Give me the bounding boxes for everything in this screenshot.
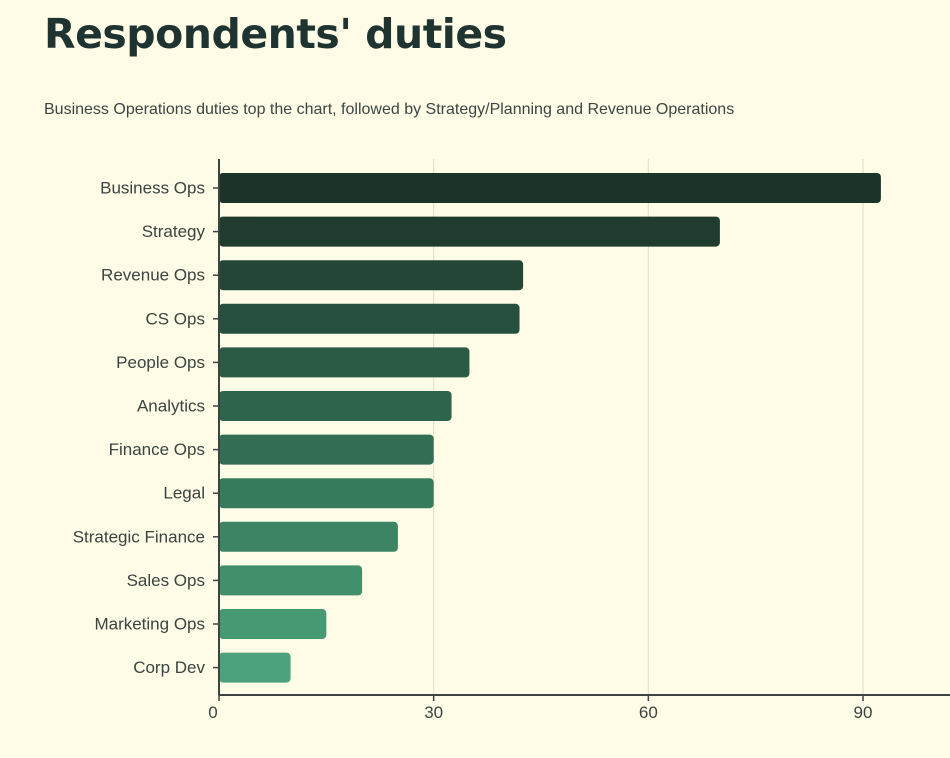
y-tick-label: Marketing Ops — [94, 615, 205, 634]
x-tick-label: 60 — [639, 703, 658, 722]
x-tick-label: 0 — [208, 703, 217, 722]
chart-subtitle: Business Operations duties top the chart… — [44, 101, 735, 118]
y-tick-label: Sales Ops — [127, 571, 205, 590]
bar — [219, 303, 520, 334]
x-tick-label: 90 — [854, 703, 873, 722]
y-tick-label: Strategy — [142, 222, 206, 241]
y-tick-label: Finance Ops — [109, 440, 205, 459]
y-tick-label: Corp Dev — [133, 658, 205, 677]
bar — [219, 521, 398, 552]
bar — [219, 216, 720, 247]
bar — [219, 609, 327, 639]
y-tick-label: Business Ops — [100, 179, 205, 198]
bar — [219, 478, 434, 509]
y-tick-label: Revenue Ops — [101, 266, 205, 285]
bar — [219, 173, 881, 203]
bar — [219, 391, 452, 421]
y-tick-label: People Ops — [116, 353, 205, 372]
y-tick-label: Strategic Finance — [73, 527, 205, 546]
y-tick-label: Analytics — [137, 397, 205, 416]
y-tick-label: CS Ops — [145, 309, 205, 328]
bar — [219, 565, 363, 596]
bar — [219, 347, 470, 378]
x-tick-label: 30 — [424, 703, 443, 722]
bar — [219, 260, 524, 291]
bar — [219, 652, 291, 683]
y-tick-label: Legal — [163, 484, 205, 503]
chart-title: Respondents' duties — [44, 10, 507, 58]
bar — [219, 434, 434, 465]
